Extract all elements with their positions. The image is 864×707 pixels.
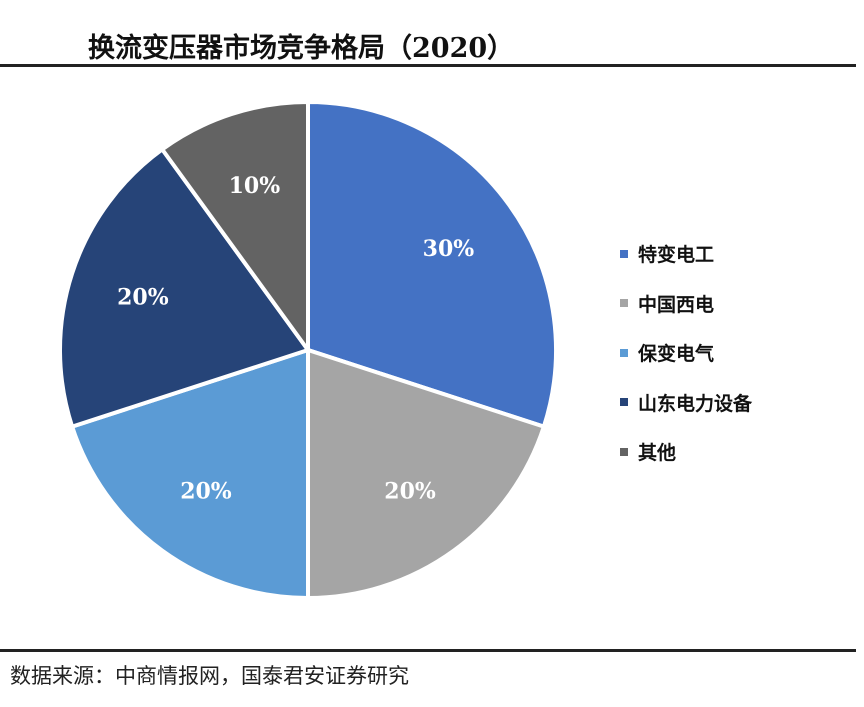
pie-slice-2 [306,347,547,601]
legend-item: 其他 [620,438,676,465]
legend-swatch [620,348,628,357]
legend-swatch [620,398,628,406]
bottom-divider [0,649,856,652]
chart-title: 换流变压器市场竞争格局（2020） [88,33,515,64]
legend-label: 中国西电 [638,293,715,316]
legend-swatch [620,249,628,258]
top-divider [0,64,856,67]
legend-item: 中国西电 [620,290,714,317]
data-label-3: 20% [180,478,232,504]
pie-slice-3 [69,347,310,601]
pie-slice-1 [306,99,558,430]
data-label-1: 30% [423,236,475,262]
source-note: 数据来源：中商情报网，国泰君安证券研究 [10,664,409,688]
pie-slice-5 [159,99,310,357]
legend-label: 其他 [638,442,677,464]
legend-swatch [620,299,628,307]
data-label-2: 20% [384,478,436,504]
legend-item: 保变电气 [620,339,714,366]
data-label-4: 20% [117,284,169,310]
legend-item: 山东电力设备 [620,389,752,416]
pie-slice-4 [58,146,312,430]
legend-label: 山东电力设备 [638,392,753,415]
data-label-5: 10% [229,173,281,199]
legend-item: 特变电工 [620,240,714,267]
legend-label: 保变电气 [638,343,715,365]
legend-swatch [620,447,628,456]
legend-label: 特变电工 [638,244,715,266]
